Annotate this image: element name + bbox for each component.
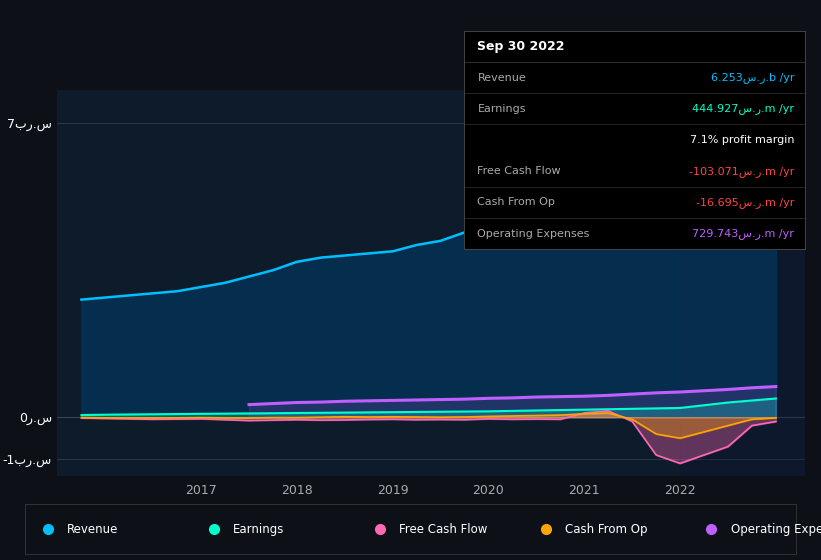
Text: 444.927س.ر.m /yr: 444.927س.ر.m /yr	[692, 103, 795, 114]
Text: 729.743س.ر.m /yr: 729.743س.ر.m /yr	[692, 228, 795, 239]
Text: Cash From Op: Cash From Op	[565, 522, 647, 536]
Text: Earnings: Earnings	[233, 522, 284, 536]
Text: Revenue: Revenue	[478, 73, 526, 82]
Bar	[680, 90, 805, 476]
Text: -16.695س.ر.m /yr: -16.695س.ر.m /yr	[696, 197, 795, 208]
Text: Free Cash Flow: Free Cash Flow	[478, 166, 561, 176]
Text: Sep 30 2022: Sep 30 2022	[478, 40, 565, 53]
Text: Cash From Op: Cash From Op	[478, 197, 555, 207]
Text: Revenue: Revenue	[67, 522, 118, 536]
Text: -103.071س.ر.m /yr: -103.071س.ر.m /yr	[689, 166, 795, 177]
Text: Operating Expenses: Operating Expenses	[731, 522, 821, 536]
Text: Operating Expenses: Operating Expenses	[478, 228, 589, 239]
Text: 6.253س.ر.b /yr: 6.253س.ر.b /yr	[711, 72, 795, 83]
Text: Earnings: Earnings	[478, 104, 526, 114]
Text: 7.1% profit margin: 7.1% profit margin	[690, 135, 795, 145]
Text: Free Cash Flow: Free Cash Flow	[399, 522, 488, 536]
